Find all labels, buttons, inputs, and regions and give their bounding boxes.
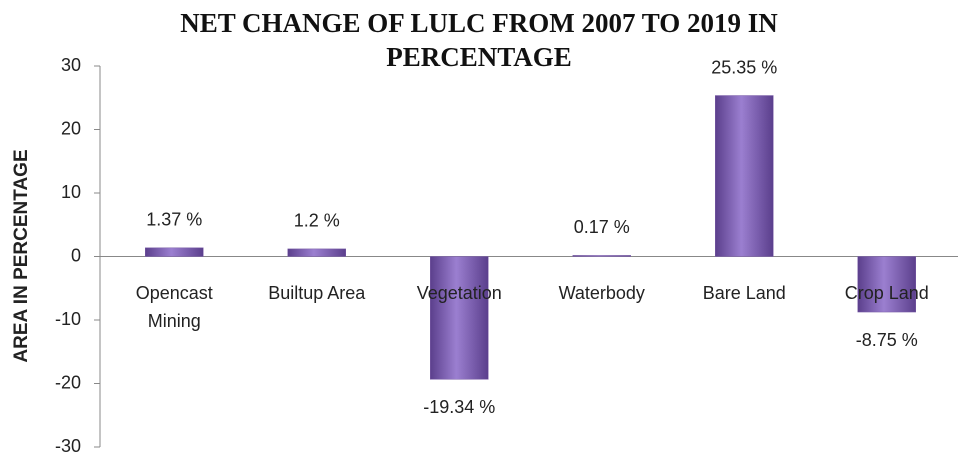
bar <box>430 256 489 380</box>
value-label: 25.35 % <box>711 57 777 77</box>
value-label: -19.34 % <box>423 397 495 417</box>
value-label: -8.75 % <box>856 330 918 350</box>
value-label: 1.2 % <box>294 211 340 231</box>
y-tick-label: 30 <box>61 55 81 75</box>
x-tick-label: Crop Land <box>844 282 929 303</box>
y-tick-label: -20 <box>55 372 81 392</box>
bar <box>145 247 204 257</box>
x-tick-label: Vegetation <box>416 282 502 303</box>
bar <box>287 248 346 257</box>
x-tick-label: Opencast Mining <box>135 282 213 331</box>
y-tick-label: 10 <box>61 182 81 202</box>
title-box: NET CHANGE OF LULC FROM 2007 TO 2019 IN … <box>0 6 958 74</box>
chart-title: NET CHANGE OF LULC FROM 2007 TO 2019 IN … <box>180 8 778 72</box>
y-tick-label: -10 <box>55 309 81 329</box>
y-tick-label: 20 <box>61 118 81 138</box>
x-tick-label: Builtup Area <box>268 282 366 303</box>
x-tick-label: Bare Land <box>702 282 786 303</box>
value-label: 0.17 % <box>574 217 630 237</box>
y-axis-label: AREA IN PERCENTAGE <box>11 149 32 362</box>
value-label: 1.37 % <box>146 210 202 230</box>
y-tick-label: -30 <box>55 436 81 456</box>
bar <box>572 255 631 257</box>
bar <box>715 95 774 257</box>
x-tick-label: Waterbody <box>558 282 645 303</box>
bar <box>857 256 916 313</box>
y-tick-label: 0 <box>71 245 81 265</box>
